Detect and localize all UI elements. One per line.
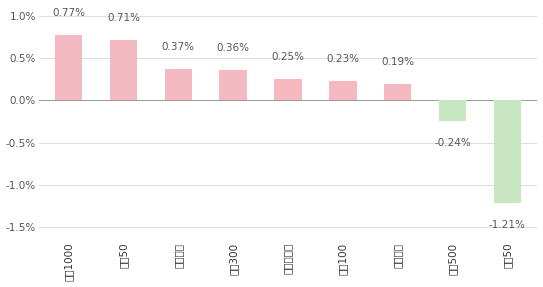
Bar — [219, 70, 247, 100]
Text: 0.36%: 0.36% — [217, 43, 250, 53]
Bar — [384, 84, 412, 100]
Text: 0.19%: 0.19% — [381, 57, 414, 67]
Bar — [494, 100, 521, 203]
Bar — [110, 40, 137, 100]
Text: 0.23%: 0.23% — [326, 54, 359, 64]
Text: 0.77%: 0.77% — [52, 8, 85, 18]
Text: 0.71%: 0.71% — [107, 13, 140, 23]
Text: 0.25%: 0.25% — [272, 52, 305, 62]
Bar — [55, 35, 83, 100]
Bar — [165, 69, 192, 100]
Text: -0.24%: -0.24% — [434, 137, 471, 148]
Text: -1.21%: -1.21% — [489, 220, 526, 230]
Bar — [274, 79, 302, 100]
Bar — [329, 81, 357, 100]
Text: 0.37%: 0.37% — [162, 42, 195, 52]
Bar — [439, 100, 466, 121]
